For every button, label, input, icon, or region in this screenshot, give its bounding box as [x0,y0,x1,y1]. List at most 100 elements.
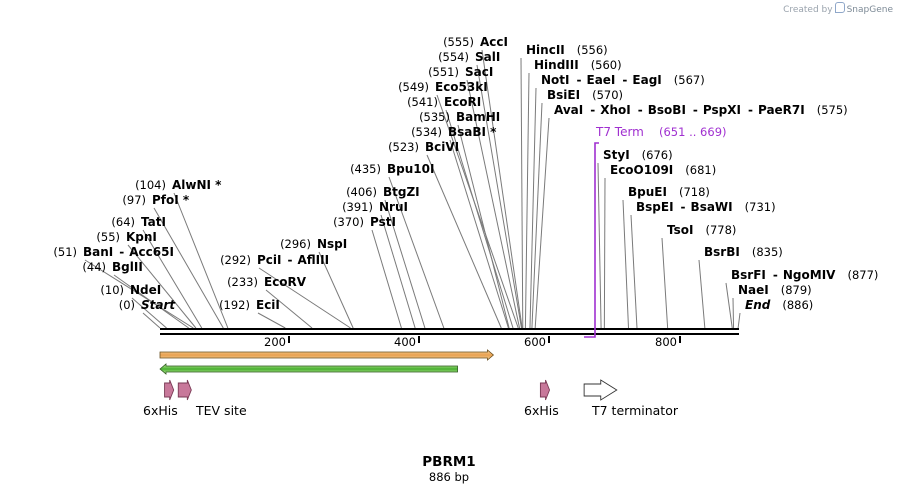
restriction-site[interactable]: (681) EcoO109I [610,163,716,177]
site-position: (406) [346,185,377,199]
restriction-site[interactable]: (879) NaeI [738,283,812,297]
restriction-site[interactable]: (104) AlwNI * [135,178,222,192]
restriction-site[interactable]: (886) End [745,298,813,312]
site-leader-line [257,312,286,329]
site-enzyme-name: HindIII [534,58,579,72]
site-position: (877) [847,268,878,282]
site-enzyme-name: PspXI [703,103,741,117]
restriction-site[interactable]: (718) BpuEI [628,185,710,199]
site-position: (556) [577,43,608,57]
site-position: (731) [745,200,776,214]
site-enzyme-name: AlwNI * [172,178,222,192]
coordinate-axis: 200 400 600 800 [264,335,681,349]
feature[interactable]: T7 terminator [583,379,679,418]
feature[interactable]: 6xHis [524,379,559,418]
restriction-site[interactable]: (535) BamHI [419,110,500,124]
selection-ranges [159,349,495,375]
restriction-site[interactable]: (877) BsrFI - NgoMIV [731,268,878,282]
site-leader-line [524,72,530,329]
feature-label: T7 terminator [591,403,679,418]
restriction-site[interactable]: (570) BsiEI [547,88,623,102]
feature[interactable]: 6xHis [143,379,178,418]
restriction-site[interactable]: (575)AvaI - XhoI - BsoBI - PspXI - PaeR7I [554,103,848,117]
restriction-site[interactable]: (192) EciI [219,298,280,312]
feature-arrow-icon [539,379,551,401]
site-enzyme-name: EcoRI [444,95,481,109]
site-position: (64) [111,215,135,229]
site-separator: - [693,103,698,117]
restriction-site[interactable]: (554) SalI [438,50,500,64]
restriction-site[interactable]: (55) KpnI [96,230,157,244]
orange-range[interactable] [159,349,495,361]
feature[interactable]: TEV site [177,379,247,418]
site-leader-line [449,139,509,329]
site-enzyme-name: BsaWI [691,200,733,214]
site-enzyme-name: AflIII [298,253,330,267]
restriction-site[interactable]: (778) TsoI [667,223,736,237]
restriction-site[interactable]: (64) TatI [111,215,166,229]
restriction-site[interactable]: (534) BsaBI * [411,125,497,139]
restriction-site[interactable]: (835) BsrBI [704,245,783,259]
feature-track: 6xHis TEV site 6xHis T7 terminator [143,379,679,418]
site-position: (523) [388,140,419,154]
site-position: (879) [781,283,812,297]
site-leader-line [384,199,426,329]
restriction-site[interactable]: (391) NruI [342,200,408,214]
site-leader-line [380,214,416,329]
site-enzyme-name: PaeR7I [758,103,805,117]
restriction-site[interactable]: (0) Start [119,298,177,312]
site-leader-line [127,244,197,329]
site-enzyme-name: TatI [141,215,166,229]
restriction-site[interactable]: (541) EcoRI [407,95,481,109]
restriction-site[interactable]: (406) BtgZI [346,185,420,199]
site-enzyme-name: BanI [83,245,113,259]
restriction-site[interactable]: (44) BglII [82,260,142,274]
site-separator: - [773,268,778,282]
restriction-site[interactable]: (292) PciI - AflIII [220,253,329,267]
site-enzyme-name: EaeI [587,73,616,87]
site-position: (435) [350,162,381,176]
site-leader-line [173,192,229,329]
site-separator: - [681,200,686,214]
site-leader-line [622,199,629,329]
site-leader-line [445,109,514,329]
restriction-site[interactable]: (555) AccI [443,35,508,49]
site-enzyme-name: TsoI [667,223,693,237]
t7-term-name: T7 Term [595,125,644,139]
site-separator: - [622,73,627,87]
restriction-site[interactable]: (370) PstI [333,215,396,229]
restriction-site[interactable]: (97) PfoI * [122,193,190,207]
restriction-site[interactable]: (676) StyI [603,148,673,162]
t7-term-bracket [584,142,599,338]
restriction-site[interactable]: (731) BspEI - BsaWI [636,200,776,214]
restriction-site[interactable]: (435) Bpu10I [350,162,434,176]
site-position: (391) [342,200,373,214]
site-leader-line [476,64,522,329]
site-position: (51) [53,245,77,259]
site-labels: (0) Start(10) NdeI(44) BglII(51) BanI - Acc65I… [53,35,878,312]
site-position: (681) [685,163,716,177]
site-position: (370) [333,215,364,229]
restriction-site[interactable]: (296) NspI [280,237,347,251]
site-position: (97) [122,193,146,207]
restriction-site[interactable]: (523) BciVI [388,140,459,154]
restriction-site[interactable]: (551) SacI [428,65,493,79]
green-range[interactable] [159,363,458,375]
restriction-site[interactable]: (549) Eco53kI [398,80,488,94]
restriction-site[interactable]: (556) HincII [526,43,608,57]
site-leader-line [142,312,161,329]
site-position: (554) [438,50,469,64]
site-position: (233) [227,275,258,289]
restriction-site[interactable]: (560) HindIII [534,58,622,72]
restriction-site[interactable]: (51) BanI - Acc65I [53,245,174,259]
axis-tick-label: 400 [394,335,416,349]
restriction-site[interactable]: (233) EcoRV [227,275,307,289]
site-leader-line [457,124,510,329]
t7-term-marker[interactable]: T7 Term (651 .. 669) [584,125,727,338]
credit-brand: SnapGene [846,5,893,15]
restriction-site[interactable]: (10) NdeI [100,283,161,297]
restriction-site[interactable]: (567)NotI - EaeI - EagI [541,73,705,87]
site-enzyme-name: NaeI [738,283,769,297]
feature-arrow-icon [164,379,175,401]
site-leader-line [531,102,543,329]
